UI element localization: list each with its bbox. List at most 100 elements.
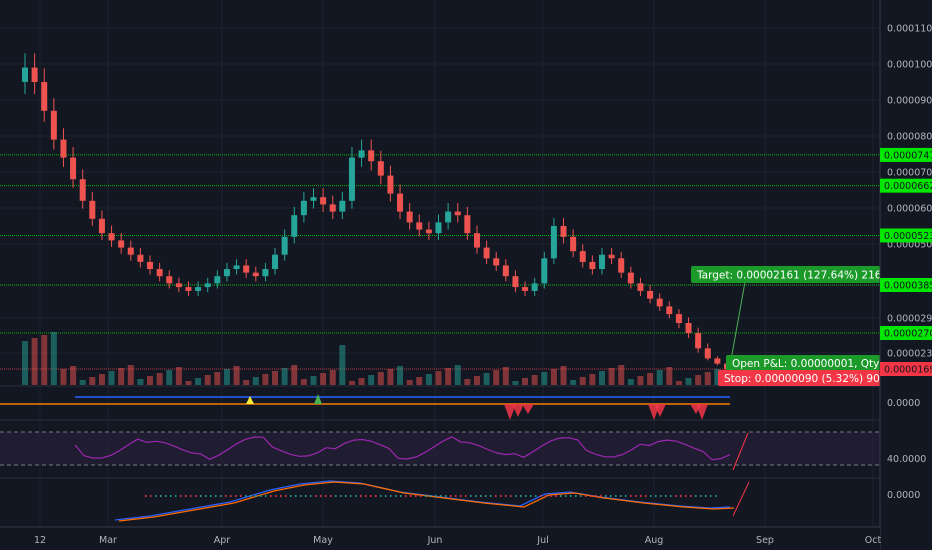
volume-bar-29 — [300, 379, 307, 385]
macd-hist-bar — [190, 495, 192, 497]
volume-bar-23 — [243, 380, 250, 385]
candle-body-68 — [675, 314, 682, 324]
volume-bar-60 — [598, 371, 605, 385]
macd-hist-bar — [490, 495, 492, 497]
macd-hist-bar — [525, 495, 527, 497]
grid — [0, 0, 880, 527]
price-tick-8: 0.00002999 — [887, 314, 932, 325]
time-axis[interactable] — [0, 526, 880, 550]
candle-body-50 — [502, 265, 509, 277]
macd-hist-bar — [665, 495, 667, 497]
macd-hist-bar — [155, 495, 157, 497]
candle-body-38 — [387, 175, 394, 194]
time-tick-3: May — [313, 535, 333, 546]
candle-body-19 — [204, 283, 211, 288]
pnl-label — [726, 355, 881, 371]
macd-hist-bar — [255, 495, 257, 497]
oscillator-pane — [0, 394, 730, 420]
volume-bar-4 — [60, 369, 67, 385]
volume-bar-67 — [666, 367, 673, 385]
candle-body-3 — [50, 110, 57, 140]
candle-body-48 — [483, 247, 490, 259]
candle-body-14 — [156, 269, 163, 277]
macd-hist-bar — [670, 495, 672, 497]
volume-bar-30 — [310, 376, 317, 385]
level-tag-text-4: 0.00002703 — [884, 328, 932, 339]
candle-body-63 — [627, 272, 634, 284]
rsi-pane — [0, 431, 880, 471]
candle-body-71 — [704, 348, 711, 359]
price-tick-0: 0.00011000 — [887, 24, 932, 35]
volume-bar-68 — [675, 381, 682, 385]
macd-hist-bar — [210, 495, 212, 497]
candle-body-64 — [637, 283, 644, 291]
volume-bar-45 — [454, 365, 461, 385]
macd-hist-bar — [505, 495, 507, 497]
osc-spike-1 — [512, 404, 524, 417]
macd-hist-bar — [185, 495, 187, 497]
volume-bar-22 — [233, 366, 240, 385]
level-tag-text-2: 0.00005237 — [884, 231, 932, 242]
candle-body-67 — [666, 306, 673, 315]
macd-arrow — [732, 481, 750, 517]
macd-value-label: 0.0000 — [887, 490, 920, 501]
macd-hist-bar — [560, 495, 562, 497]
time-tick-1: Mar — [99, 535, 117, 546]
level-tag-text-3: 0.00003854 — [884, 281, 932, 292]
volume-bar-71 — [704, 372, 711, 385]
candle-body-59 — [589, 261, 596, 270]
macd-hist-bar — [590, 495, 592, 497]
volume-bar-34 — [348, 381, 355, 385]
macd-hist-bar — [305, 495, 307, 497]
macd-hist-bar — [710, 495, 712, 497]
volume-bar-51 — [512, 381, 519, 385]
candle-body-47 — [473, 233, 480, 248]
target-text: Target: 0.00002161 (127.64%) 2161, A — [696, 270, 903, 282]
macd-hist-bar — [240, 495, 242, 497]
macd-hist-bar — [375, 495, 377, 497]
volume-bar-49 — [493, 370, 500, 385]
osc-spike-2 — [522, 404, 534, 414]
time-tick-7: Sep — [756, 535, 774, 546]
volume-bar-70 — [695, 375, 702, 385]
volume-bar-28 — [291, 365, 298, 385]
candle-body-72 — [714, 358, 721, 364]
osc-marker-a — [246, 396, 254, 404]
volume-bar-33 — [339, 345, 346, 385]
macd-line — [114, 480, 731, 521]
osc-marker-b — [314, 394, 322, 404]
macd-hist-bar — [415, 495, 417, 497]
macd-hist-bar — [715, 495, 717, 497]
macd-hist-bar — [440, 495, 442, 497]
macd-hist-bar — [180, 495, 182, 497]
volume-bar-13 — [147, 376, 154, 385]
level-tag-4 — [880, 325, 932, 340]
candle-body-12 — [137, 254, 144, 262]
volume-bar-44 — [445, 368, 452, 385]
macd-hist-bar — [555, 495, 557, 497]
price-axis[interactable] — [879, 0, 932, 550]
macd-hist-bar — [545, 495, 547, 497]
macd-hist-bar — [530, 495, 532, 497]
volume-bar-53 — [531, 375, 538, 385]
candle-body-54 — [541, 258, 548, 284]
level-tags: 0.00007474 0.00006620 0.00005237 0.00003854… — [880, 147, 932, 376]
macd-hist-bar — [200, 495, 202, 497]
volume-bar-9 — [108, 371, 115, 385]
volume-bar-37 — [377, 372, 384, 385]
target-label — [691, 266, 881, 283]
macd-hist-bar — [265, 495, 267, 497]
volume-bar-40 — [406, 380, 413, 385]
level-tag-1 — [880, 178, 932, 193]
candle-body-39 — [397, 193, 404, 212]
macd-hist-bar — [395, 495, 397, 497]
macd-hist-bar — [295, 495, 297, 497]
candle-body-11 — [127, 247, 134, 255]
volume-bar-21 — [223, 369, 230, 385]
candle-body-35 — [358, 150, 365, 158]
macd-hist-bar — [160, 495, 162, 497]
time-tick-2: Apr — [214, 535, 231, 546]
macd-hist-bar — [410, 495, 412, 497]
stop-text: Stop: 0.00000090 (5.32%) 90, Ar — [724, 373, 899, 385]
